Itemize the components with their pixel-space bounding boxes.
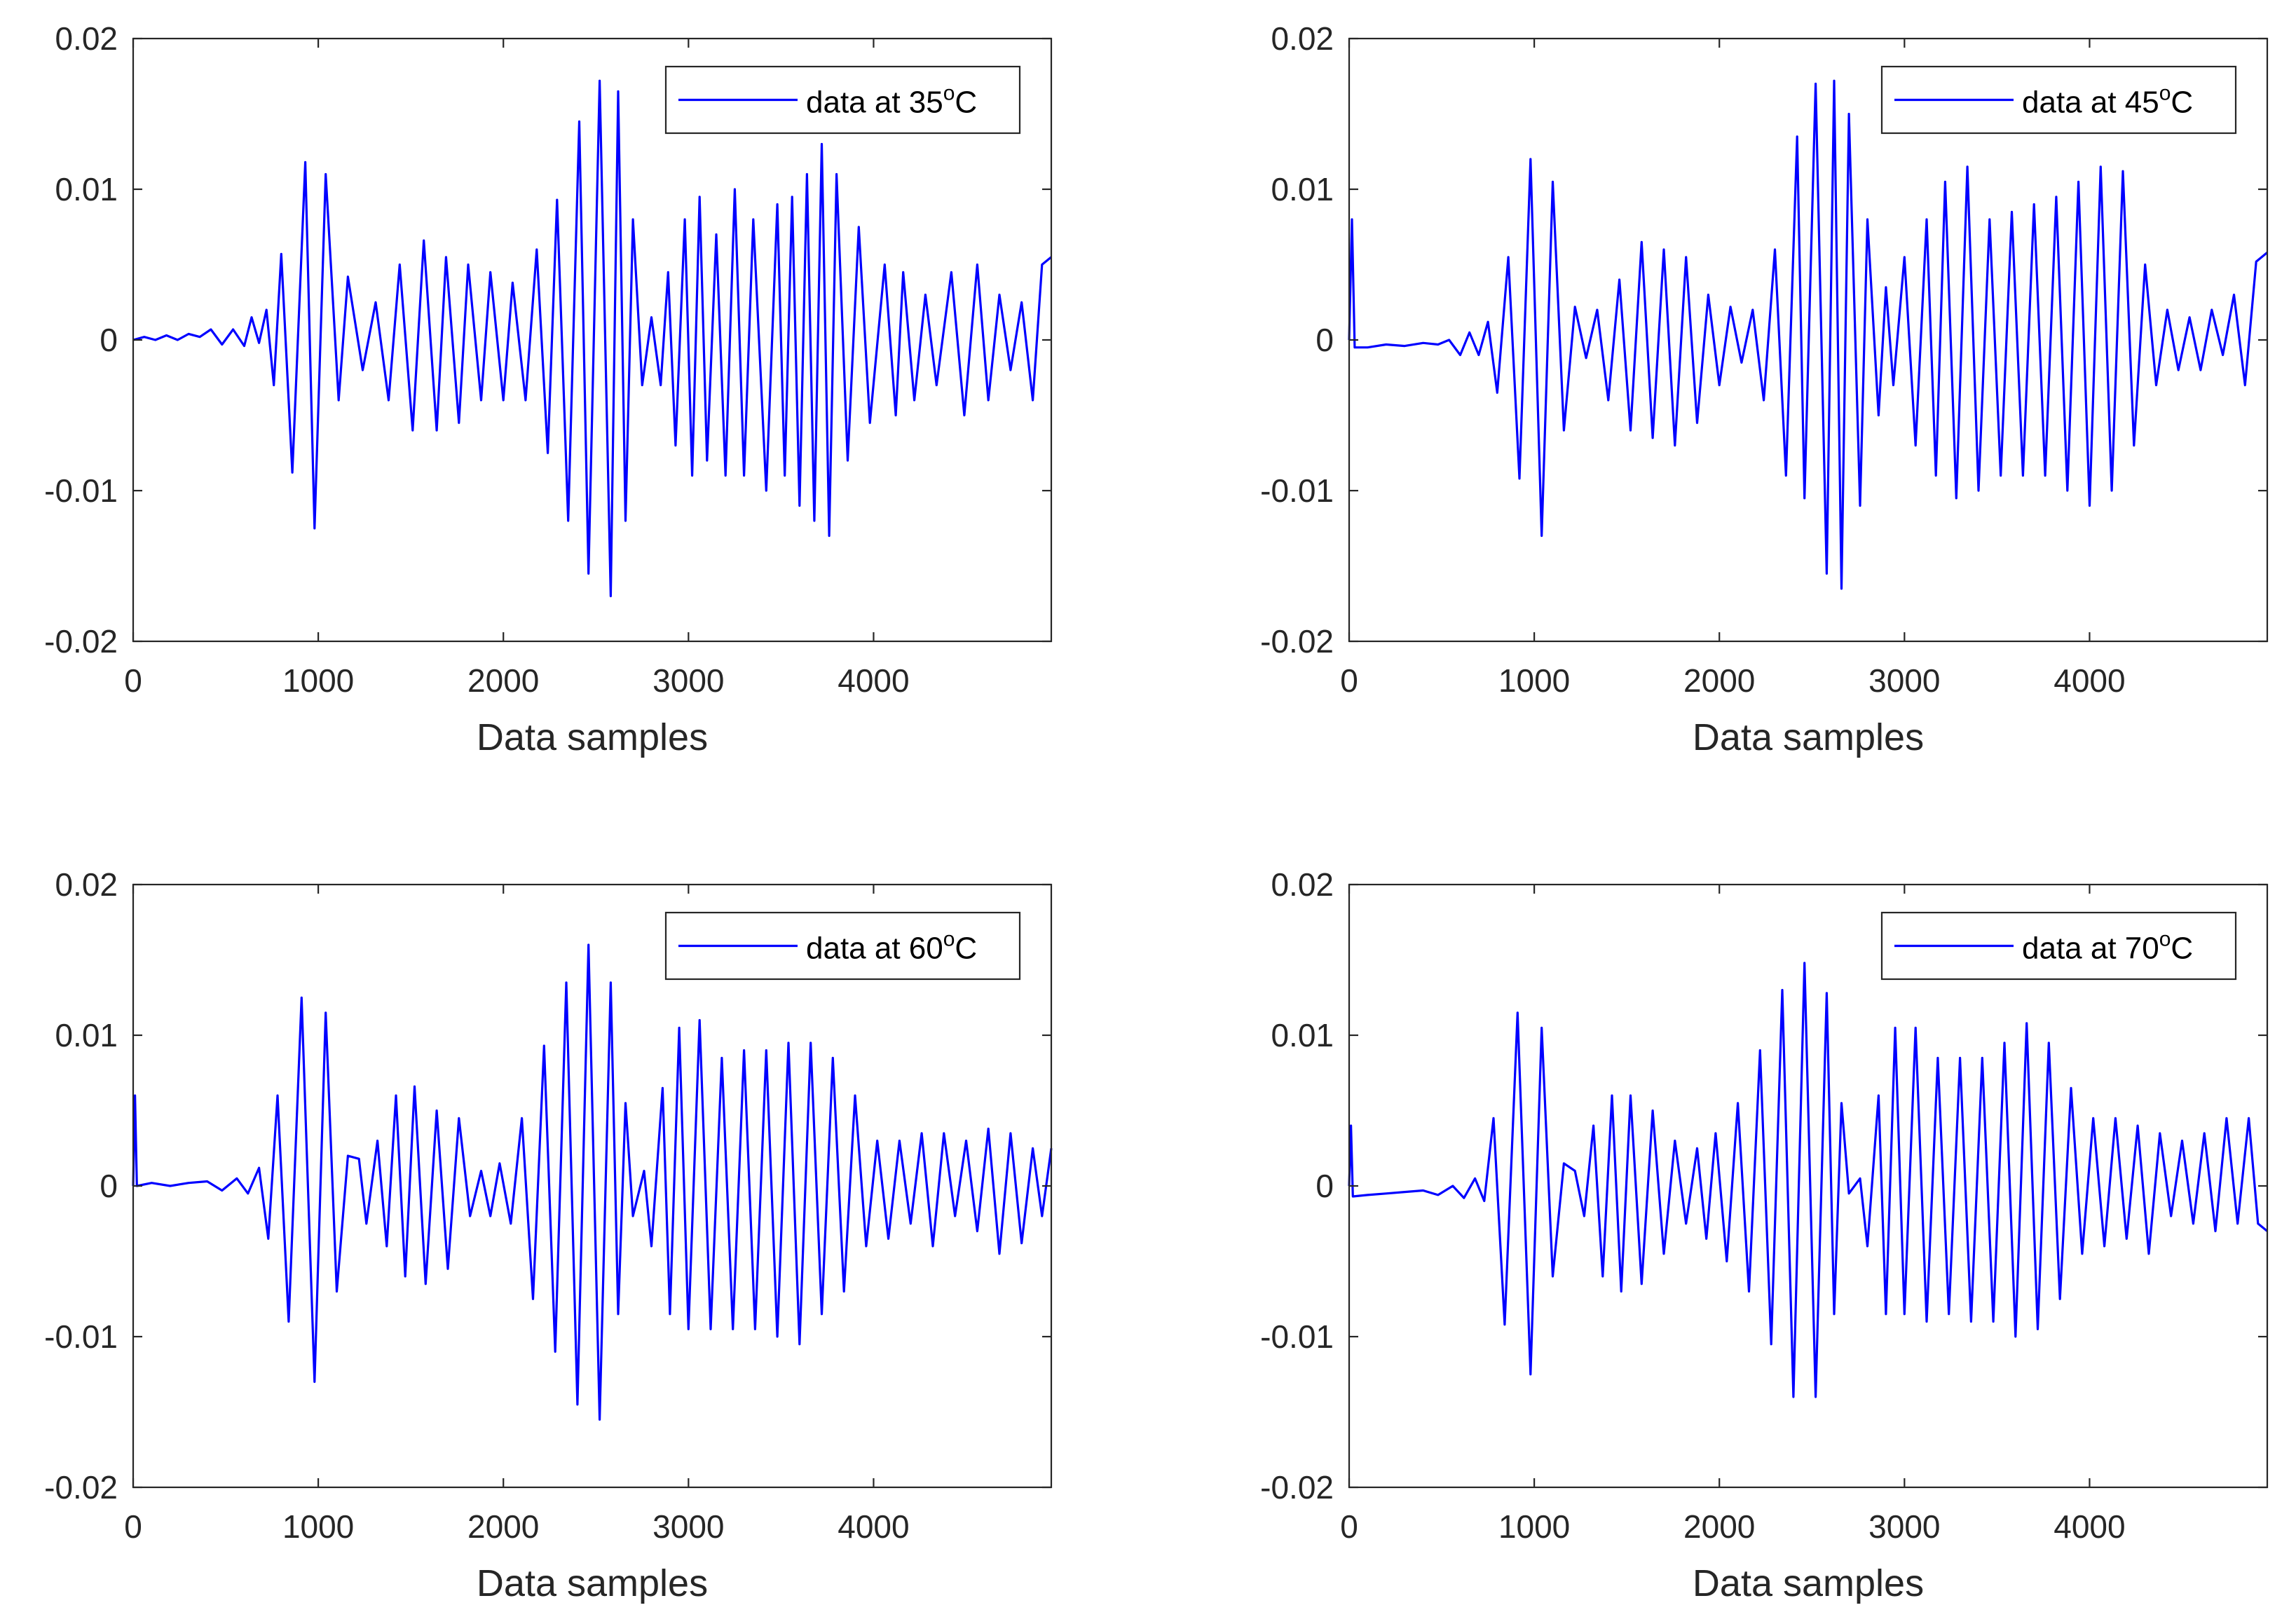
legend-label: data at 60oC [806,928,977,966]
x-tick-label: 0 [1340,1508,1358,1545]
x-tick-label: 2000 [467,662,539,699]
x-tick-label: 1000 [282,1508,354,1545]
y-tick-label: 0.01 [1271,171,1334,207]
y-tick-label: 0.01 [1271,1017,1334,1053]
y-tick-label: -0.02 [44,623,118,660]
x-tick-label: 1000 [282,662,354,699]
series-line [132,943,1053,1421]
legend: data at 60oC [664,911,1021,981]
plot-area [133,885,1051,1487]
x-tick-label: 2000 [467,1508,539,1545]
x-tick-label: 3000 [652,662,724,699]
series-line [1348,962,2269,1398]
x-tick-label: 3000 [1868,1508,1940,1545]
y-tick-label: 0.02 [55,866,118,903]
x-tick-label: 0 [124,662,142,699]
y-tick-label: -0.02 [1260,623,1334,660]
x-tick-label: 0 [124,1508,142,1545]
x-tick-label: 2000 [1683,1508,1755,1545]
y-tick-label: 0.01 [55,1017,118,1053]
y-tick-label: -0.02 [44,1469,118,1506]
y-tick-label: -0.01 [44,1318,118,1355]
y-tick-label: 0 [1316,322,1334,358]
panel-2: 0 1000 2000 3000 4000 0.02 0.01 0 -0.01 -0.02 Data… [1260,20,2269,758]
panel-3: 0 1000 2000 3000 4000 0.02 0.01 0 -0.01 -0.02 Data… [44,866,1053,1604]
legend: data at 35oC [664,65,1021,135]
x-tick-label: 4000 [2054,662,2125,699]
x-tick-label: 2000 [1683,662,1755,699]
y-tick-label: -0.02 [1260,1469,1334,1506]
x-tick-label: 4000 [838,1508,909,1545]
y-tick-label: -0.01 [1260,1318,1334,1355]
series-line [132,79,1053,598]
y-tick-label: 0 [100,1168,118,1204]
x-tick-label: 4000 [838,662,909,699]
legend-label: data at 70oC [2022,928,2193,966]
series-line [1348,79,2269,590]
y-tick-label: 0 [100,322,118,358]
legend: data at 70oC [1880,911,2237,981]
y-tick-label: 0 [1316,1168,1334,1204]
x-axis-label: Data samples [1693,716,1924,758]
x-tick-label: 4000 [2054,1508,2125,1545]
x-axis-label: Data samples [477,1562,708,1604]
x-tick-label: 1000 [1498,662,1570,699]
x-tick-label: 3000 [652,1508,724,1545]
panel-4: 0 1000 2000 3000 4000 0.02 0.01 0 -0.01 -0.02 Data… [1260,866,2269,1604]
y-tick-label: 0.02 [55,20,118,57]
x-tick-label: 0 [1340,662,1358,699]
x-tick-label: 3000 [1868,662,1940,699]
legend-label: data at 35oC [806,82,977,120]
y-tick-label: 0.02 [1271,866,1334,903]
legend: data at 45oC [1880,65,2237,135]
legend-label: data at 45oC [2022,82,2193,120]
plot-area [1349,885,2267,1487]
y-tick-label: 0.02 [1271,20,1334,57]
panel-1: 0 1000 2000 3000 4000 0.02 0.01 0 -0.01 -0.02 Data… [44,20,1053,758]
y-tick-label: -0.01 [1260,472,1334,509]
y-tick-label: 0.01 [55,171,118,207]
x-axis-label: Data samples [477,716,708,758]
y-tick-label: -0.01 [44,472,118,509]
x-axis-label: Data samples [1693,1562,1924,1604]
x-tick-label: 1000 [1498,1508,1570,1545]
